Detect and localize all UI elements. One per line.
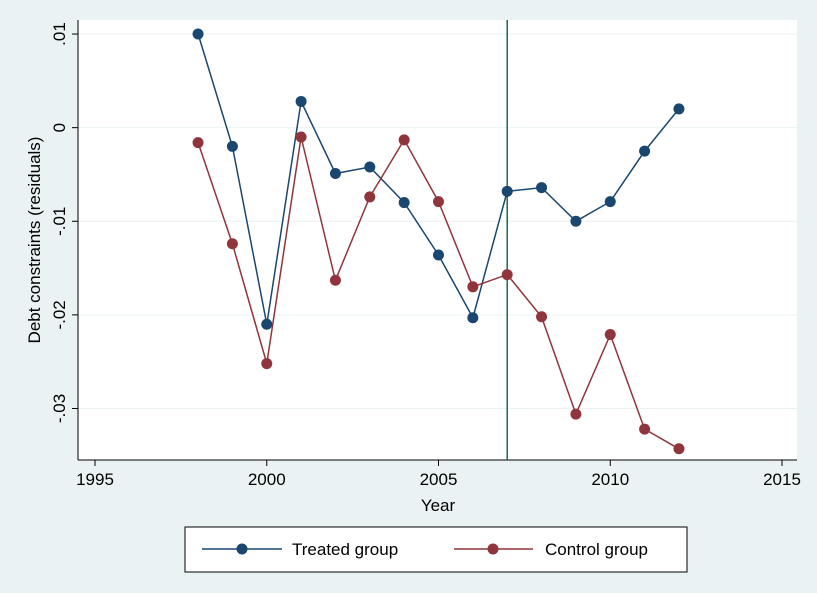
- data-point-control: [261, 358, 273, 370]
- data-point-control: [433, 196, 444, 208]
- data-point-control: [467, 281, 479, 293]
- y-tick-label: -.02: [50, 300, 69, 329]
- x-axis-title: Year: [421, 496, 456, 515]
- data-point-control: [329, 274, 341, 286]
- data-point-control: [226, 238, 238, 250]
- data-point-control: [639, 423, 651, 435]
- data-point-control: [570, 408, 582, 420]
- legend-marker-treated: [236, 543, 248, 555]
- legend: Treated group Control group: [184, 526, 688, 573]
- data-point-control: [673, 443, 685, 455]
- legend-label-control: Control group: [545, 540, 648, 559]
- y-axis-title: Debt constraints (residuals): [25, 137, 44, 344]
- data-point-treated: [467, 312, 479, 324]
- data-point-control: [192, 137, 204, 149]
- x-tick-label: 2015: [763, 470, 801, 489]
- data-point-treated: [570, 215, 582, 227]
- legend-label-treated: Treated group: [292, 540, 398, 559]
- grid: [78, 33, 797, 410]
- data-point-treated: [433, 249, 444, 261]
- x-tick-label: 1995: [76, 470, 114, 489]
- data-point-treated: [192, 28, 204, 40]
- y-tick-label: -.01: [50, 207, 69, 236]
- plot-area: [78, 20, 797, 460]
- data-point-treated: [604, 196, 616, 208]
- data-point-treated: [639, 145, 651, 157]
- y-tick-label: .01: [50, 22, 69, 46]
- x-tick-label: 2005: [420, 470, 458, 489]
- data-point-treated: [261, 318, 273, 330]
- series: [192, 28, 685, 455]
- data-point-control: [364, 191, 376, 203]
- data-point-treated: [398, 197, 410, 209]
- data-point-control: [398, 134, 410, 146]
- x-tick-label: 2010: [591, 470, 629, 489]
- data-point-control: [536, 311, 548, 323]
- y-tick-label: -.03: [50, 394, 69, 423]
- data-point-control: [295, 131, 307, 143]
- data-point-treated: [673, 103, 685, 115]
- data-point-control: [501, 269, 513, 281]
- data-point-treated: [364, 161, 376, 173]
- data-point-treated: [536, 182, 548, 194]
- legend-marker-control: [487, 543, 499, 555]
- data-point-treated: [295, 95, 307, 107]
- data-point-treated: [501, 185, 513, 197]
- ticks: .01 0 -.01 -.02 -.03 1995 2000 2005 2010 2015: [50, 22, 801, 489]
- data-point-treated: [226, 140, 238, 152]
- x-tick-label: 2000: [248, 470, 286, 489]
- data-point-control: [604, 329, 616, 341]
- data-point-treated: [329, 168, 341, 180]
- axes: [77, 20, 797, 461]
- y-tick-label: 0: [50, 123, 69, 132]
